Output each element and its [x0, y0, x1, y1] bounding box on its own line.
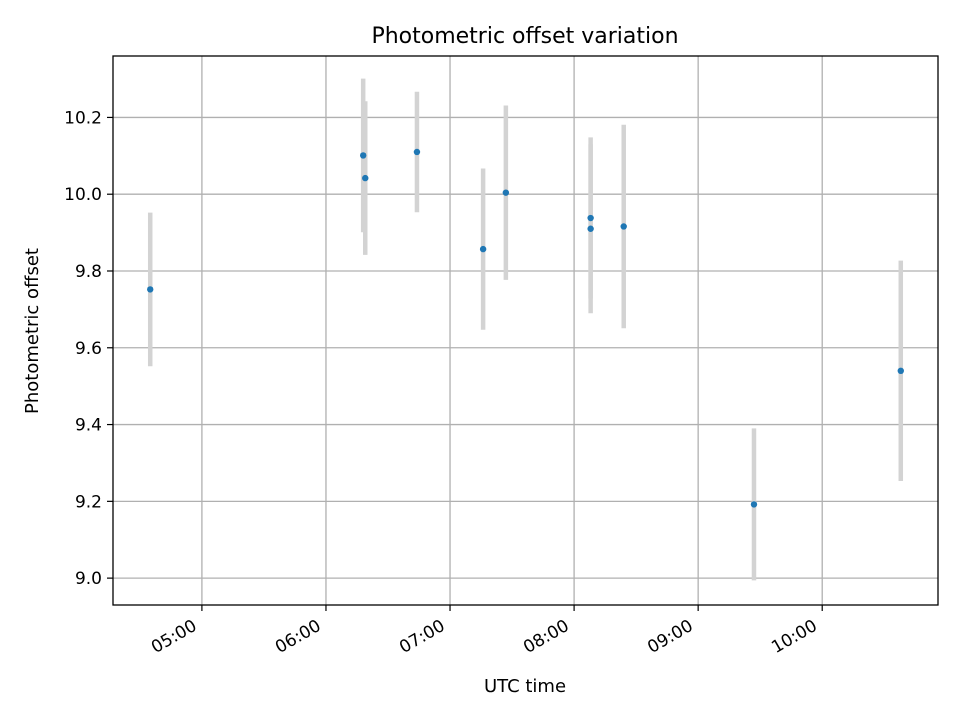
- plot-frame: [112, 55, 939, 606]
- data-point: [502, 189, 510, 196]
- x-axis-label: UTC time: [484, 676, 566, 697]
- data-point: [587, 225, 594, 232]
- y-tick-label: 10.2: [64, 108, 102, 128]
- data-point: [750, 501, 758, 508]
- data-point: [620, 223, 627, 230]
- y-tick-label: 9.2: [75, 492, 102, 512]
- data-point: [362, 174, 369, 182]
- y-axis-label: Photometric offset: [22, 248, 43, 414]
- y-tick-label: 9.4: [75, 416, 102, 436]
- data-point: [359, 152, 367, 159]
- data-point: [897, 367, 904, 375]
- chart-title: Photometric offset variation: [371, 24, 678, 49]
- y-tick-label: 9.6: [75, 339, 102, 359]
- y-tick-label: 9.0: [75, 569, 102, 589]
- data-point: [147, 286, 154, 293]
- data-point: [413, 148, 421, 156]
- y-tick-label: 10.0: [64, 185, 102, 205]
- data-points: [147, 148, 904, 508]
- grid: [113, 56, 938, 605]
- y-axis: 9.0 9.2 9.4 9.6 9.8 10.0 10.2: [64, 108, 113, 589]
- data-point: [479, 245, 487, 253]
- y-tick-label: 9.8: [75, 262, 102, 282]
- data-point: [587, 214, 594, 222]
